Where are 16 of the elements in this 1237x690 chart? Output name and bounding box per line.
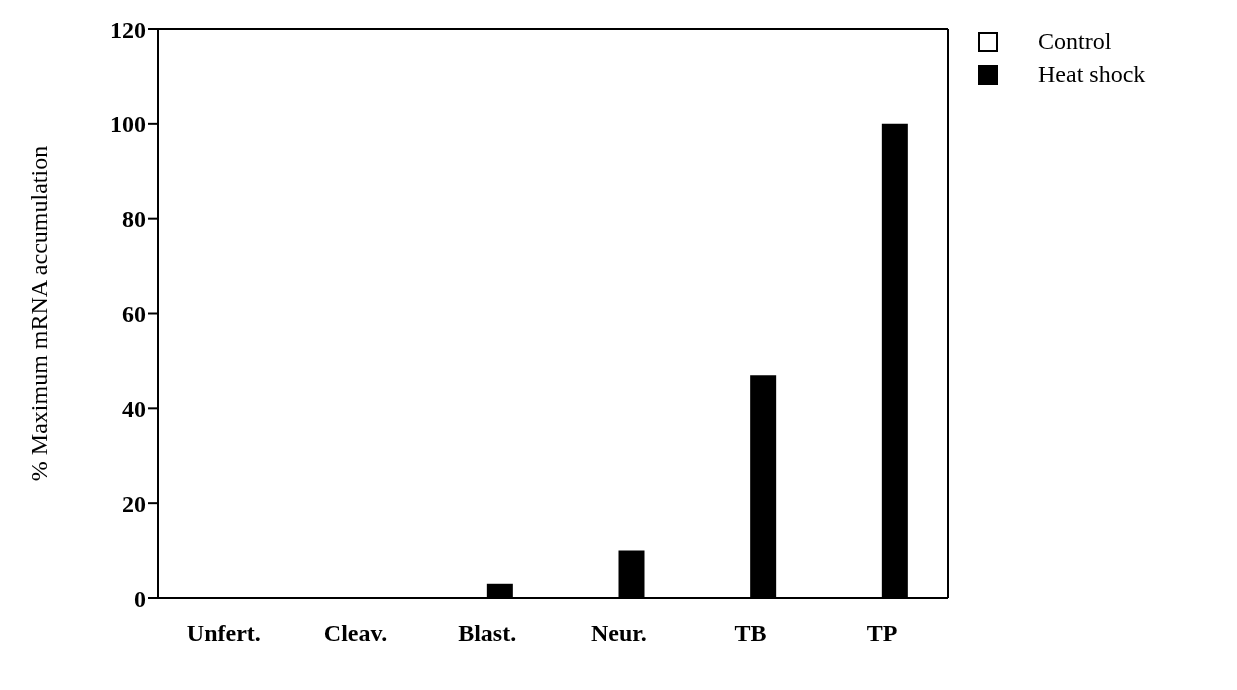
x-tick-label: Unfert.	[186, 620, 261, 647]
legend-label: Heat shock	[1038, 61, 1146, 88]
y-tick-label: 20	[122, 490, 146, 517]
y-tick-label: 120	[110, 16, 146, 43]
x-tick-label: Blast.	[458, 620, 517, 647]
y-tick-label: 60	[122, 301, 146, 328]
x-tick-label: TP	[866, 620, 898, 647]
x-tick-label: Cleav.	[323, 620, 388, 647]
y-tick-label: 40	[122, 395, 146, 422]
y-tick-label: 100	[110, 111, 146, 138]
y-tick-label: 0	[134, 585, 146, 612]
y-axis-title: % Maximum mRNA accumulation	[25, 145, 52, 482]
x-tick-label: TB	[734, 620, 767, 647]
y-tick-label: 80	[122, 206, 146, 233]
x-tick-label: Neur.	[590, 620, 647, 647]
legend-label: Control	[1038, 28, 1112, 55]
